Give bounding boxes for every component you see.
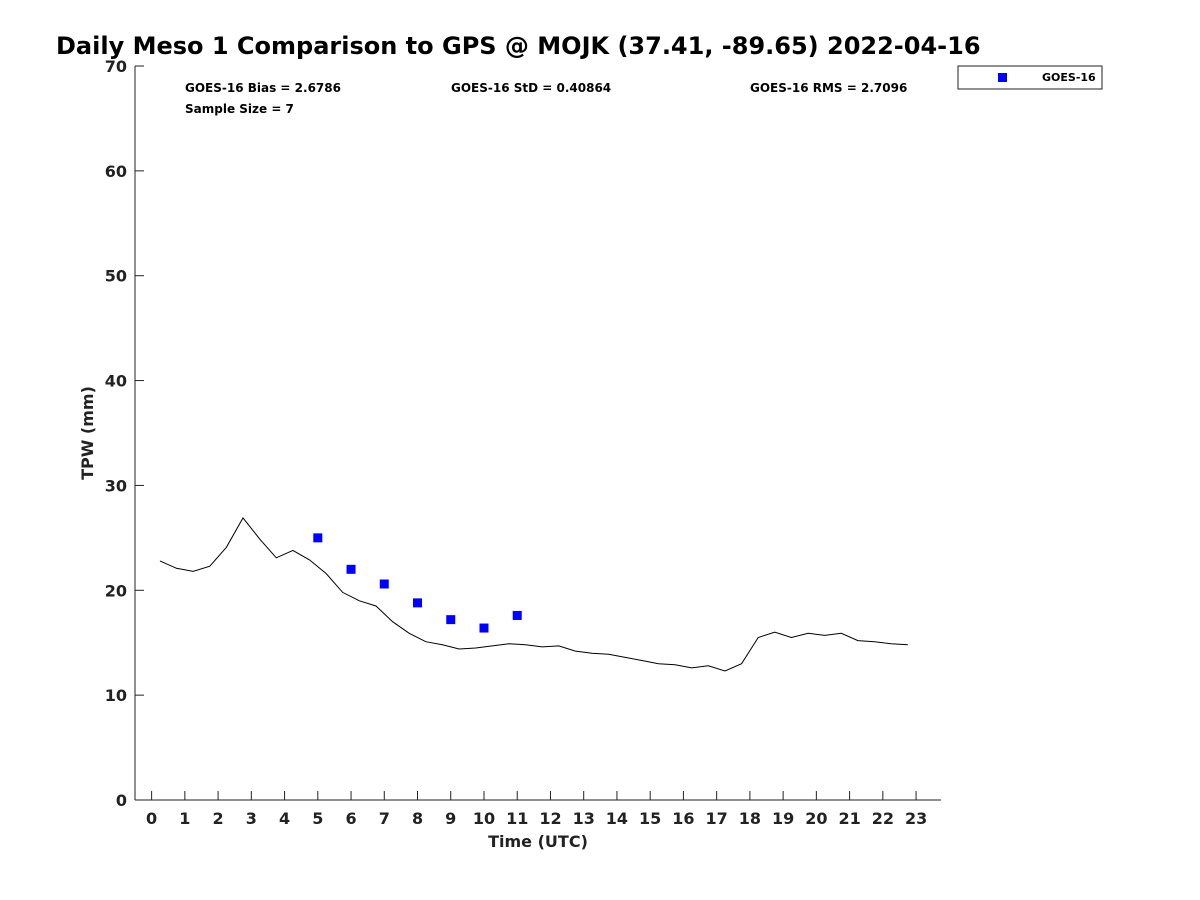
x-tick-label: 18	[739, 809, 761, 828]
legend-box	[957, 65, 1103, 90]
y-tick-label: 30	[105, 476, 127, 495]
series-layer	[159, 517, 908, 672]
x-tick-label: 8	[412, 809, 423, 828]
x-tick-label: 22	[872, 809, 894, 828]
x-tick-label: 20	[805, 809, 827, 828]
goes16-point	[479, 623, 489, 633]
y-tick-label: 40	[105, 372, 127, 391]
y-tick-label: 20	[105, 581, 127, 600]
y-tick-label: 50	[105, 267, 127, 286]
goes16-point	[446, 615, 456, 625]
x-tick-label: 6	[345, 809, 356, 828]
y-tick-label: 0	[116, 791, 127, 810]
y-tick-label: 60	[105, 162, 127, 181]
x-tick-label: 12	[539, 809, 561, 828]
y-tick-label: 10	[105, 686, 127, 705]
x-tick-label: 4	[279, 809, 290, 828]
goes16-point	[379, 579, 389, 589]
goes16-point	[413, 598, 423, 608]
legend: GOES-16	[957, 65, 1103, 90]
gps-tpw-line	[159, 517, 908, 672]
y-tick-label: 70	[105, 57, 127, 76]
goes16-point	[346, 564, 356, 574]
chart-title: Daily Meso 1 Comparison to GPS @ MOJK (3…	[56, 32, 981, 60]
x-tick-label: 3	[246, 809, 257, 828]
x-tick-label: 16	[672, 809, 694, 828]
x-tick-label: 13	[573, 809, 595, 828]
x-tick-label: 0	[146, 809, 157, 828]
x-tick-label: 19	[772, 809, 794, 828]
y-axis-label: TPW (mm)	[78, 386, 97, 480]
x-tick-label: 11	[506, 809, 528, 828]
stat-bias: GOES-16 Bias = 2.6786	[185, 81, 341, 95]
stat-std: GOES-16 StD = 0.40864	[451, 81, 611, 95]
x-tick-label: 5	[312, 809, 323, 828]
x-tick-label: 1	[179, 809, 190, 828]
goes16-point	[512, 610, 522, 620]
stat-rms: GOES-16 RMS = 2.7096	[750, 81, 907, 95]
x-tick-label: 14	[606, 809, 628, 828]
goes16-point	[313, 533, 323, 543]
x-tick-label: 23	[905, 809, 927, 828]
x-tick-label: 15	[639, 809, 661, 828]
x-tick-label: 10	[473, 809, 495, 828]
stat-sample-size: Sample Size = 7	[185, 102, 294, 116]
legend-label: GOES-16	[1042, 71, 1096, 84]
x-tick-label: 2	[213, 809, 224, 828]
x-tick-label: 17	[706, 809, 728, 828]
x-tick-label: 21	[838, 809, 860, 828]
x-axis-label: Time (UTC)	[488, 832, 588, 851]
legend-marker	[998, 73, 1007, 82]
x-tick-label: 9	[445, 809, 456, 828]
x-tick-label: 7	[379, 809, 390, 828]
